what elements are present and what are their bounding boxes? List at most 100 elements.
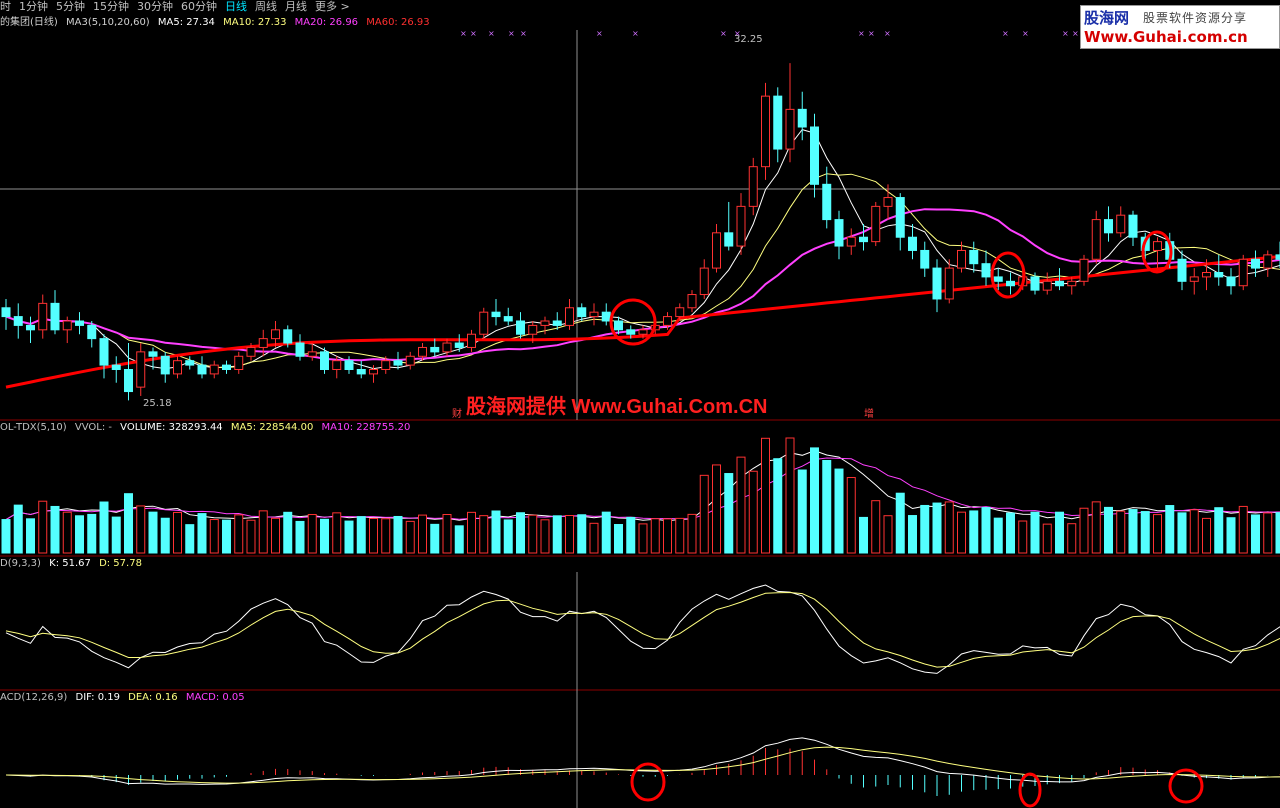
period-tab-7[interactable]: 周线 — [255, 0, 277, 13]
volume-bar — [430, 523, 440, 554]
volume-bar — [1067, 523, 1077, 554]
volume-bar — [124, 493, 133, 554]
volume-bar — [1, 519, 11, 554]
candle-body — [1006, 280, 1015, 287]
volume-bar — [1177, 512, 1187, 554]
candle-body — [50, 302, 60, 331]
volume-bar — [981, 507, 991, 554]
candle-body — [883, 197, 893, 207]
candle-body — [540, 320, 550, 326]
period-tab-0[interactable]: 时 — [0, 0, 11, 13]
volume-bar — [503, 519, 513, 554]
event-marker: × — [508, 29, 515, 38]
volume-bar — [418, 514, 427, 554]
candle-body — [1202, 272, 1211, 278]
volume-bar — [1165, 505, 1175, 554]
volume-bar — [38, 500, 48, 554]
volume-bar — [822, 459, 832, 554]
volume-bar — [577, 514, 587, 554]
period-tab-3[interactable]: 15分钟 — [93, 0, 129, 13]
candle-body — [846, 236, 856, 247]
event-marker: × — [720, 29, 727, 38]
candle-body — [528, 324, 538, 335]
event-marker: × — [1002, 29, 1009, 38]
candle-body — [307, 351, 317, 357]
volume-bar — [810, 447, 819, 554]
candle-body — [1275, 254, 1280, 260]
price-info-bar: 的集团(日线) MA3(5,10,20,60) MA5: 27.34 MA10:… — [0, 17, 435, 29]
volume-bar — [565, 515, 574, 554]
candle-body — [344, 360, 354, 371]
candle-body — [430, 346, 440, 353]
volume-bar — [148, 511, 158, 554]
candle-body — [895, 197, 905, 238]
event-marker: × — [1062, 29, 1069, 38]
period-toolbar: 时 1分钟 5分钟 15分钟 30分钟 60分钟 日线 周线 月线 更多 > — [0, 0, 1280, 14]
volume-bar — [258, 510, 268, 554]
candle-body — [173, 360, 182, 375]
candle-body — [283, 329, 293, 344]
volume-bar — [552, 515, 562, 554]
volume-bar — [369, 518, 378, 554]
candle-body — [614, 320, 623, 331]
volume-bar — [320, 518, 329, 554]
volume-bar — [687, 513, 697, 554]
volume-bar — [1153, 514, 1162, 554]
candle-body — [332, 360, 342, 371]
period-tab-1[interactable]: 1分钟 — [19, 0, 48, 13]
event-marker: × — [470, 29, 477, 38]
ma10-value: MA10: 27.33 — [223, 17, 287, 28]
period-tab-6[interactable]: 日线 — [225, 0, 247, 13]
candle-body — [577, 307, 587, 318]
volume-bar — [650, 518, 660, 554]
candle-body — [87, 324, 97, 340]
candle-body — [859, 236, 868, 243]
volume-bar — [26, 518, 35, 554]
candle-body — [944, 267, 954, 300]
volume-bar — [246, 519, 256, 554]
volume-bar — [173, 511, 182, 554]
finance-marker[interactable]: 财 — [452, 409, 462, 420]
volume-bar — [1251, 514, 1260, 554]
candle-body — [822, 183, 832, 221]
ma20-value: MA20: 26.96 — [294, 17, 359, 28]
volume-bar — [332, 512, 342, 554]
logo-slogan: 股票软件资源分享 — [1143, 11, 1248, 25]
candle-body — [932, 267, 942, 300]
candle-body — [785, 108, 795, 150]
dif-value: DIF: 0.19 — [75, 692, 120, 703]
volume-bar — [1006, 512, 1015, 554]
volume-bar — [491, 510, 501, 554]
period-tab-5[interactable]: 60分钟 — [181, 0, 217, 13]
macd-indicator-name: ACD(12,26,9) — [0, 692, 68, 703]
candle-body — [871, 205, 881, 243]
candle-body — [136, 351, 146, 388]
period-tab-9[interactable]: 更多 > — [315, 0, 350, 13]
volume-bar — [1189, 509, 1199, 554]
increase-marker[interactable]: 增 — [864, 409, 874, 420]
candle-body — [797, 108, 807, 128]
volume-bar — [160, 517, 170, 554]
volume-ma5-line — [5, 450, 1280, 522]
volume-bar — [993, 517, 1003, 554]
candle-body — [920, 249, 930, 269]
period-tab-2[interactable]: 5分钟 — [56, 0, 85, 13]
period-tab-4[interactable]: 30分钟 — [137, 0, 173, 13]
candle-body — [295, 342, 305, 357]
volume-bar — [1202, 517, 1211, 554]
candle-body — [748, 166, 758, 207]
kdj-indicator-name: D(9,3,3) — [0, 558, 41, 569]
candle-body — [160, 355, 170, 375]
volume-bar — [846, 477, 856, 554]
vvol-value: VVOL: - — [74, 422, 112, 433]
volume-bar — [1275, 512, 1280, 554]
volume-bar — [1018, 520, 1028, 554]
volume-bar — [614, 524, 623, 554]
candle-body — [369, 369, 378, 375]
candle-body — [1067, 280, 1077, 287]
volume-bar — [601, 511, 611, 554]
period-tab-8[interactable]: 月线 — [285, 0, 307, 13]
candle-body — [234, 355, 244, 371]
candle-body — [699, 267, 709, 296]
